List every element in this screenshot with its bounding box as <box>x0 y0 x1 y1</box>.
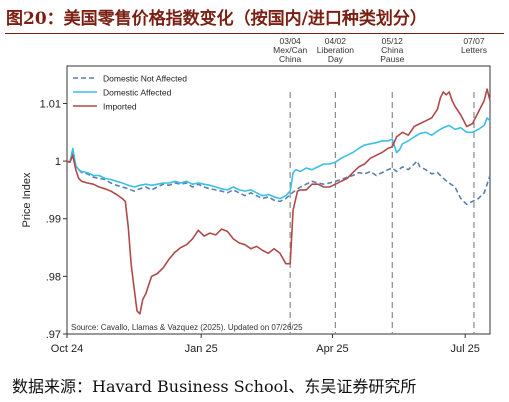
event-label: 07/07 <box>463 36 485 46</box>
chart-source-note: Source: Cavallo, Llamas & Vazquez (2025)… <box>71 323 303 332</box>
event-label: China <box>279 54 301 64</box>
legend-label: Imported <box>103 102 137 112</box>
event-label: Day <box>328 54 344 64</box>
y-tick-label: .97 <box>46 329 61 341</box>
event-label: 03/04 <box>280 36 302 46</box>
event-label: Mex/Can <box>273 45 307 55</box>
x-tick-label: Apr 25 <box>316 343 348 355</box>
x-tick-label: Jul 25 <box>451 343 480 355</box>
legend-label: Domestic Affected <box>103 88 172 98</box>
y-tick-label: .98 <box>46 271 61 283</box>
y-tick-label: 1.01 <box>40 98 61 110</box>
y-tick-label: 1 <box>55 156 61 168</box>
event-label: 05/12 <box>382 36 404 46</box>
series-line-domestic-not-affected <box>66 151 491 206</box>
event-label: 04/02 <box>325 36 347 46</box>
page-title: 图20：美国零售价格指数变化（按国内/进口种类划分） <box>6 9 427 29</box>
legend-label: Domestic Not Affected <box>103 74 187 84</box>
x-tick-label: Jan 25 <box>185 343 218 355</box>
series-line-imported <box>66 88 491 315</box>
event-label: Pause <box>380 54 404 64</box>
source-note: 数据来源：Havard Business School、东吴证券研究所 <box>12 377 417 396</box>
y-axis-label: Price Index <box>21 172 33 228</box>
event-label: Liberation <box>317 45 355 55</box>
price-index-line-chart: .97 .98 .99 1 1.01 Oct 24 Jan 25 Apr 25 Jul 25 Pr… <box>21 36 491 355</box>
series-line-domestic-affected <box>66 117 491 200</box>
y-tick-label: .99 <box>46 214 61 226</box>
plot-frame <box>66 65 491 335</box>
x-tick-label: Oct 24 <box>51 343 83 355</box>
event-label: China <box>381 45 403 55</box>
title-divider <box>5 33 504 34</box>
event-label: Letters <box>461 45 487 55</box>
